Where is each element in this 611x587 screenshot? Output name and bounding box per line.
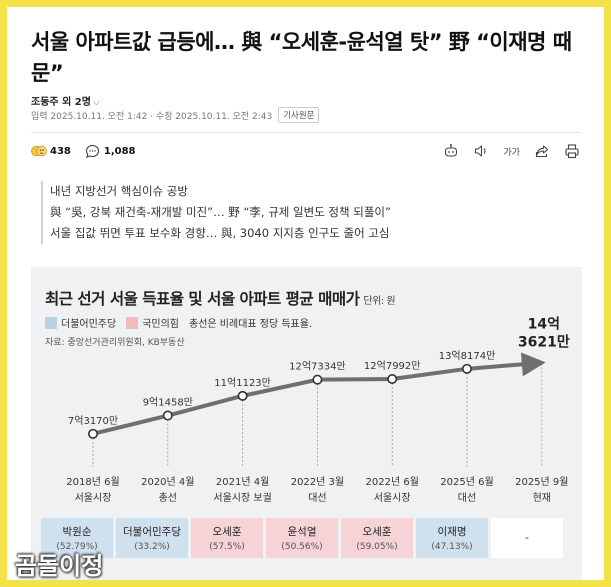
- summary-line: 서울 집값 뛰면 투표 보수화 경향… 與, 3040 지지층 인구도 줄어 고…: [50, 226, 390, 240]
- summary-line: 與 “吳, 강북 재건축-재개발 미진”… 野 “李, 규제 일변도 정책 되풀…: [50, 205, 391, 219]
- publish-dates: 입력 2025.10.11. 오전 1:42 · 수정 2025.10.11. …: [31, 111, 273, 122]
- winner-cell: -: [491, 518, 563, 558]
- legend-label: 국민의힘: [142, 319, 180, 330]
- winner-name: -: [525, 532, 529, 544]
- x-tick-date: 2025년 9월: [515, 476, 568, 488]
- author-byline[interactable]: 조동주 외 2명 ⌵: [31, 93, 100, 108]
- winner-row: 박원순 (52.79%) 더불어민주당 (33.2%) 오세훈 (57.5%) 윤석열 (50…: [41, 518, 563, 558]
- data-label: 13억8174만: [439, 350, 496, 362]
- x-tick-date: 2022년 6월: [366, 476, 419, 488]
- winner-cell: 오세훈 (59.05%): [341, 518, 413, 558]
- original-article-button[interactable]: 기사원문: [278, 107, 320, 123]
- winner-name: 오세훈: [362, 526, 392, 538]
- data-label: 14억: [528, 316, 560, 332]
- chart-unit: 단위: 원: [363, 296, 396, 307]
- data-label: 12억7992만: [364, 360, 421, 372]
- legend-swatch: [126, 316, 139, 329]
- x-tick-event: 서울시장: [374, 492, 411, 504]
- chart-source: 자료: 중앙선거관리위원회, KB부동산: [45, 338, 185, 348]
- x-tick-event: 현재: [533, 492, 551, 504]
- reaction-count: 438: [50, 145, 71, 157]
- font-size-icon[interactable]: 가가: [503, 147, 520, 158]
- legend-note: 총선은 비례대표 정당 득표율.: [189, 319, 313, 330]
- x-tick-date: 2020년 4월: [141, 476, 194, 488]
- chevron-down-icon[interactable]: ⌵: [92, 98, 100, 108]
- data-point: [87, 428, 98, 439]
- x-tick-event: 대선: [308, 492, 326, 504]
- data-point: [461, 363, 472, 374]
- comment-icon: [85, 143, 101, 159]
- winner-name: 윤석열: [287, 526, 317, 538]
- chart-legend: 더불어민주당 국민의힘 총선은 비례대표 정당 득표율.: [45, 315, 312, 330]
- article-frame: 서울 아파트값 급등에… 與 “오세훈-윤석열 탓” 野 “이재명 때문” 조동…: [7, 7, 604, 580]
- data-label: 9억1458만: [143, 397, 193, 409]
- chart-title: 최근 선거 서울 득표율 및 서울 아파트 평균 매매가 단위: 원: [45, 290, 396, 308]
- price-line-chart: 7억3170만 9억1458만 11억1123만 12억7334만 12억7992만 13…: [66, 316, 570, 504]
- winner-cell: 오세훈 (57.5%): [191, 518, 263, 558]
- winner-name: 더불어민주당: [123, 526, 181, 538]
- robot-summary-icon[interactable]: [443, 143, 459, 159]
- x-tick-event: 대선: [458, 492, 476, 504]
- article-summary: 내년 지방선거 핵심이슈 공방 與 “吳, 강북 재건축-재개발 미진”… 野 …: [41, 181, 590, 244]
- winner-name: 이재명: [437, 526, 467, 538]
- x-tick-event: 서울시장: [75, 492, 112, 504]
- data-point: [387, 374, 398, 385]
- x-tick-date: 2018년 6월: [66, 476, 119, 488]
- article-dates: 입력 2025.10.11. 오전 1:42 · 수정 2025.10.11. …: [31, 107, 320, 123]
- data-label: 7억3170만: [68, 415, 118, 427]
- x-tick-date: 2022년 3월: [291, 476, 344, 488]
- data-point: [237, 390, 248, 401]
- winner-percentage: (50.56%): [281, 542, 323, 552]
- share-icon[interactable]: [534, 143, 550, 159]
- article-headline: 서울 아파트값 급등에… 與 “오세훈-윤석열 탓” 野 “이재명 때문”: [31, 30, 572, 85]
- winner-cell: 윤석열 (50.56%): [266, 518, 338, 558]
- winner-cell: 박원순 (52.79%): [41, 518, 113, 558]
- print-icon[interactable]: [564, 143, 580, 159]
- watermark: 곰돌이정: [15, 552, 104, 580]
- winner-name: 오세훈: [212, 526, 242, 538]
- article-toolbar: 438 1,088: [31, 141, 580, 161]
- infographic: 최근 선거 서울 득표율 및 서울 아파트 평균 매매가 단위: 원 더불어민주당…: [31, 267, 582, 580]
- winner-percentage: (33.2%): [134, 542, 170, 552]
- comment-button[interactable]: 1,088: [85, 143, 136, 159]
- reaction-emoji-icon: [31, 143, 47, 159]
- legend-item-democratic: 더불어민주당: [45, 315, 116, 330]
- author-name[interactable]: 조동주 외 2명: [31, 97, 91, 108]
- x-tick-date: 2021년 4월: [216, 476, 269, 488]
- winner-cell: 이재명 (47.13%): [416, 518, 488, 558]
- x-tick-date: 2025년 6월: [440, 476, 493, 488]
- winner-percentage: (59.05%): [356, 542, 398, 552]
- data-label: 11억1123만: [214, 377, 271, 389]
- data-label: 12억7334만: [289, 361, 346, 373]
- winner-cell: 더불어민주당 (33.2%): [116, 518, 188, 558]
- legend-label: 더불어민주당: [61, 319, 117, 330]
- summary-line: 내년 지방선거 핵심이슈 공방: [50, 184, 188, 198]
- winner-percentage: (52.79%): [56, 542, 98, 552]
- winner-percentage: (47.13%): [431, 542, 473, 552]
- divider: [31, 132, 580, 133]
- speaker-icon[interactable]: [473, 143, 489, 159]
- legend-swatch: [45, 316, 57, 329]
- data-label: 3621만: [518, 334, 570, 350]
- data-point: [312, 374, 323, 385]
- winner-name: 박원순: [62, 526, 92, 538]
- x-tick-event: 서울시장 보궐: [213, 491, 271, 504]
- comment-count: 1,088: [103, 145, 136, 157]
- winner-percentage: (57.5%): [209, 542, 245, 552]
- reaction-button[interactable]: 438: [31, 143, 71, 159]
- x-tick-event: 총선: [159, 492, 177, 504]
- data-point: [162, 410, 173, 421]
- legend-item-ppp: 국민의힘: [126, 315, 179, 330]
